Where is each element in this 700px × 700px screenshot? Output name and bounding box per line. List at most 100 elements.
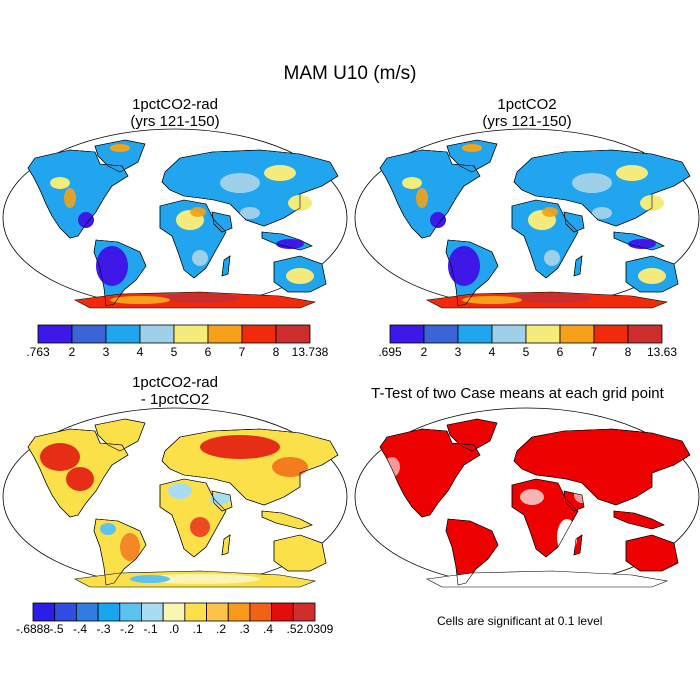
colorbar-tick-label: -.3 bbox=[96, 622, 111, 636]
coastline-madagascar bbox=[221, 255, 231, 277]
colorbar-tick-label: .763 bbox=[26, 345, 50, 359]
colorbar-box bbox=[525, 324, 561, 344]
map-panel1 bbox=[2, 128, 348, 309]
coastline-arabia bbox=[211, 211, 233, 233]
colorbar-box bbox=[141, 602, 164, 622]
coastline-australia bbox=[273, 255, 327, 293]
colorbar-box bbox=[491, 324, 527, 344]
field-patch bbox=[190, 207, 206, 217]
coastline-eurasia bbox=[161, 428, 339, 506]
panel1-title-line1: 1pctCO2-rad bbox=[132, 96, 218, 113]
coastline-greenland bbox=[446, 418, 498, 452]
field-patch bbox=[542, 207, 558, 217]
coastline-samerica bbox=[445, 518, 499, 586]
colorbar-box bbox=[32, 602, 56, 622]
field-patch bbox=[462, 296, 522, 304]
field-patch bbox=[276, 239, 304, 249]
colorbar-tick-label: 8 bbox=[272, 345, 280, 359]
landmass-antarctica bbox=[426, 570, 669, 588]
colorbar-box bbox=[559, 324, 595, 344]
field-patch bbox=[616, 165, 648, 181]
colorbar-panel3 bbox=[32, 602, 316, 622]
coastline-greenland bbox=[446, 139, 498, 173]
colorbar-tick-label: -.6888 bbox=[15, 622, 51, 636]
colorbar-tick-label: 7 bbox=[238, 345, 246, 359]
field-patch bbox=[200, 435, 280, 459]
field-patch bbox=[96, 246, 128, 286]
map-panel3 bbox=[2, 407, 348, 588]
colorbar-box bbox=[241, 324, 277, 344]
field-patch bbox=[190, 517, 210, 537]
coastline-arabia bbox=[563, 211, 585, 233]
coastline-arabia bbox=[563, 490, 585, 512]
field-patch bbox=[557, 519, 577, 555]
panel4-title: T-Test of two Case means at each grid po… bbox=[345, 385, 690, 402]
colorbar-panel1 bbox=[37, 324, 311, 344]
colorbar-box bbox=[206, 602, 229, 622]
coastline-africa bbox=[511, 478, 579, 558]
colorbar-tick-label: 13.738 bbox=[291, 345, 329, 359]
field-patch bbox=[66, 467, 94, 491]
coastline-greenland bbox=[94, 418, 146, 452]
field-patch bbox=[272, 457, 308, 477]
colorbar-box bbox=[119, 602, 142, 622]
coastline-seasia bbox=[613, 231, 665, 251]
main-title: MAM U10 (m/s) bbox=[283, 63, 417, 84]
map-panel4 bbox=[354, 407, 700, 588]
field-patch bbox=[520, 489, 544, 505]
colorbar-box bbox=[207, 324, 243, 344]
field-patch bbox=[130, 575, 170, 583]
colorbar-tick-label: 2 bbox=[420, 345, 428, 359]
field-patch bbox=[40, 443, 80, 471]
coastline-namerica bbox=[379, 149, 481, 239]
field-patch bbox=[430, 212, 446, 228]
field-patch bbox=[140, 574, 260, 584]
coastline-eurasia bbox=[513, 149, 691, 227]
field-patch bbox=[512, 293, 592, 303]
colorbar-panel2 bbox=[389, 324, 663, 344]
coastline-samerica bbox=[93, 518, 147, 586]
field-patch bbox=[264, 165, 296, 181]
colorbar-panel2-labels: .695 2 3 4 5 6 7 8 13.63 bbox=[378, 345, 677, 361]
panel3-title: 1pctCO2-rad - 1pctCO2 bbox=[25, 374, 325, 408]
panel2-title: 1pctCO2 (yrs 121-150) bbox=[377, 96, 677, 130]
colorbar-box bbox=[593, 324, 629, 344]
colorbar-tick-label: 3 bbox=[102, 345, 110, 359]
field-patch bbox=[220, 173, 260, 193]
colorbar-box bbox=[173, 324, 209, 344]
panel1-title-line2: (yrs 121-150) bbox=[130, 113, 220, 130]
colorbar-box bbox=[105, 324, 141, 344]
colorbar-box bbox=[457, 324, 493, 344]
colorbar-panel3-labels: -.6888 -.5 -.4 -.3 -.2 -.1 .0 .1 .2 .3 .4 .5 2.0309 bbox=[16, 622, 333, 638]
field-patch bbox=[286, 268, 314, 284]
colorbar-box bbox=[292, 602, 316, 622]
colorbar-tick-label: 2.0309 bbox=[296, 622, 334, 636]
colorbar-tick-label: .3 bbox=[239, 622, 250, 636]
colorbar-box bbox=[249, 602, 273, 622]
coastline-samerica bbox=[445, 239, 499, 307]
colorbar-tick-label: 8 bbox=[624, 345, 632, 359]
coastline-arabia bbox=[211, 490, 233, 512]
colorbar-tick-label: .1 bbox=[192, 622, 203, 636]
colorbar-box bbox=[54, 602, 77, 622]
field-patch bbox=[160, 293, 240, 303]
field-patch bbox=[240, 207, 260, 219]
map-panel2 bbox=[354, 128, 700, 309]
colorbar-tick-label: 13.63 bbox=[646, 345, 678, 359]
panel3-title-line1: 1pctCO2-rad bbox=[132, 374, 218, 391]
field-patch bbox=[168, 483, 192, 499]
panel2-title-line2: (yrs 121-150) bbox=[482, 113, 572, 130]
colorbar-tick-label: .5 bbox=[286, 622, 297, 636]
field-patch bbox=[210, 493, 230, 505]
colorbar-box bbox=[389, 324, 425, 344]
colorbar-tick-label: -.1 bbox=[143, 622, 158, 636]
colorbar-tick-label: 5 bbox=[522, 345, 530, 359]
coastline-seasia bbox=[261, 231, 313, 251]
field-patch bbox=[100, 523, 116, 535]
colorbar-box bbox=[184, 602, 207, 622]
colorbar-box bbox=[75, 602, 99, 622]
colorbar-tick-label: 5 bbox=[170, 345, 178, 359]
colorbar-tick-label: .0 bbox=[168, 622, 180, 636]
field-patch bbox=[50, 177, 70, 189]
coastline-eurasia bbox=[161, 149, 339, 227]
